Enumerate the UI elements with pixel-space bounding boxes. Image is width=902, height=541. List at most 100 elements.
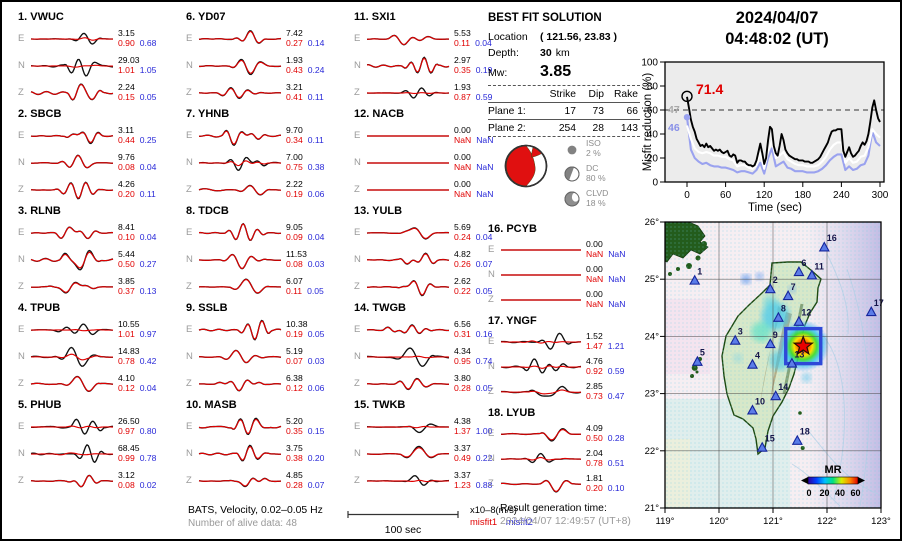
amplitude-value: 0.00 bbox=[586, 238, 603, 249]
waveform-trace bbox=[30, 83, 114, 101]
trace-row-n: N 2.97 0.35 0.19 bbox=[354, 52, 506, 79]
station-triangle-14 bbox=[770, 390, 782, 401]
amplitude-value: 68.45 bbox=[118, 442, 140, 453]
observed-trace bbox=[366, 422, 450, 433]
waveform-trace bbox=[366, 226, 450, 240]
waveform-trace bbox=[30, 418, 114, 435]
x-tick-label: 240 bbox=[833, 190, 850, 201]
best-fit-title: BEST FIT SOLUTION bbox=[488, 12, 602, 24]
trace-row-z: Z 3.37 1.23 0.88 bbox=[354, 467, 506, 494]
misfit2-value: 0.11 bbox=[307, 134, 324, 145]
synthetic-trace bbox=[30, 226, 114, 239]
amplitude-value: 4.76 bbox=[586, 355, 603, 366]
trace-row-z: Z 3.80 0.28 0.05 bbox=[354, 370, 506, 397]
trace-values: 3.37 1.23 0.88 bbox=[451, 470, 492, 490]
trace-row-n: N 0.00 NaN NaN bbox=[488, 262, 646, 287]
y-tick-label: 40 bbox=[647, 130, 659, 141]
trace-row-z: Z 6.38 0.12 0.06 bbox=[186, 370, 338, 397]
waveform-trace bbox=[30, 346, 114, 367]
station-name: 9. SSLB bbox=[186, 302, 228, 314]
misfit2-value: 0.42 bbox=[139, 355, 157, 366]
synthetic-trace bbox=[31, 425, 114, 428]
misfit1-value: 0.12 bbox=[118, 382, 135, 393]
best-fit-solution-panel: BEST FIT SOLUTION Location ( 121.56, 23.… bbox=[488, 12, 646, 207]
amplitude-value: 2.62 bbox=[454, 275, 471, 286]
station-number-label: 11 bbox=[814, 261, 824, 271]
trace-row-n: N 7.00 0.75 0.38 bbox=[186, 149, 338, 176]
misfit1-value: 0.97 bbox=[118, 425, 135, 436]
station-block: 2. SBCB E 3.11 0.44 0.25 N 9.76 0.08 0.04 Z 4.26 0.… bbox=[18, 107, 170, 204]
y-tick-label: 60 bbox=[647, 106, 659, 117]
amplitude-value: 29.03 bbox=[118, 54, 140, 65]
component-label: E bbox=[488, 428, 495, 439]
y-tick-label: 80 bbox=[647, 82, 659, 93]
station-triangle-17 bbox=[865, 306, 877, 317]
misfit2-value: 0.05 bbox=[475, 285, 493, 296]
station-block: 12. NACB E 0.00 NaN NaN N 0.00 NaN NaN Z 0.00 NaN Na… bbox=[354, 107, 506, 204]
waveform-trace bbox=[30, 181, 114, 199]
component-label: E bbox=[354, 130, 361, 141]
station-block: 4. TPUB E 10.55 1.01 0.97 N 14.83 0.78 0.42 Z 4.10… bbox=[18, 301, 170, 398]
misfit1-value: NaN bbox=[454, 161, 472, 172]
trace-row-e: E 3.15 0.90 0.68 bbox=[18, 25, 170, 52]
amplitude-value: 2.85 bbox=[586, 380, 603, 391]
station-triangle-5 bbox=[691, 355, 703, 366]
synthetic-trace bbox=[30, 131, 114, 143]
trace-row-z: Z 3.12 0.08 0.02 bbox=[18, 467, 170, 494]
misfit1-value: NaN bbox=[454, 134, 472, 145]
waveform-trace bbox=[367, 161, 449, 164]
waveform-trace bbox=[501, 248, 581, 251]
trace-row-e: E 7.42 0.27 0.14 bbox=[186, 25, 338, 52]
station-block: 9. SSLB E 10.38 0.19 0.05 N 5.19 0.07 0.03 Z 6.38 0… bbox=[186, 301, 338, 398]
station-name: 16. PCYB bbox=[488, 223, 537, 235]
station-number-label: 3 bbox=[738, 326, 743, 336]
misfit1-value: NaN bbox=[454, 188, 472, 199]
trace-row-z: Z 2.85 0.73 0.47 bbox=[488, 379, 646, 404]
trace-values: 6.38 0.12 0.06 bbox=[283, 373, 324, 393]
component-label: Z bbox=[488, 294, 494, 305]
waveform-trace bbox=[366, 252, 450, 265]
component-label: E bbox=[186, 227, 193, 238]
station-number-label: 15 bbox=[765, 433, 775, 443]
misfit2-value: 0.13 bbox=[139, 285, 157, 296]
trace-row-z: Z 0.00 NaN NaN bbox=[354, 176, 506, 203]
observed-trace bbox=[500, 357, 582, 373]
synthetic-trace bbox=[31, 328, 114, 331]
station-block: 17. YNGF E 1.52 1.47 1.21 N 4.76 0.92 0.59 Z 2.85 0… bbox=[488, 314, 646, 406]
component-label: N bbox=[18, 351, 25, 362]
trace-values: 7.00 0.75 0.38 bbox=[283, 152, 324, 172]
waveform-trace bbox=[366, 422, 450, 433]
map-lon-label: 119° bbox=[656, 516, 675, 527]
scale-bar-line bbox=[347, 511, 459, 518]
trace-values: 3.80 0.28 0.05 bbox=[451, 373, 492, 393]
trace-values: 4.34 0.95 0.74 bbox=[451, 346, 492, 366]
component-label: N bbox=[354, 60, 361, 71]
misfit2-value: 0.04 bbox=[139, 382, 157, 393]
synthetic-trace bbox=[366, 446, 450, 458]
synthetic-trace bbox=[198, 130, 282, 145]
waveform-trace bbox=[30, 58, 114, 77]
component-label: N bbox=[354, 351, 361, 362]
amplitude-value: 9.05 bbox=[286, 221, 303, 232]
waveform-trace bbox=[366, 34, 450, 45]
plane2-rake: 143 bbox=[620, 122, 638, 134]
component-label: N bbox=[186, 448, 193, 459]
misfit1-value: 0.24 bbox=[454, 231, 471, 242]
misfit2-value: 0.06 bbox=[307, 188, 325, 199]
trace-values: 0.00 NaN NaN bbox=[451, 152, 493, 172]
amplitude-value: 9.76 bbox=[118, 151, 135, 162]
waveform-trace bbox=[367, 134, 449, 137]
misfit2-value: 0.28 bbox=[607, 432, 625, 443]
station-triangle-7 bbox=[782, 290, 794, 301]
trace-row-e: E 5.20 0.35 0.15 bbox=[186, 413, 338, 440]
waveform-trace bbox=[198, 319, 282, 340]
map-lat-label: 21° bbox=[645, 503, 660, 514]
trace-values: 6.56 0.31 0.16 bbox=[451, 319, 492, 339]
misfit2-value: 0.24 bbox=[307, 64, 325, 75]
misfit2-value: 1.21 bbox=[607, 340, 625, 351]
synthetic-trace bbox=[30, 154, 114, 168]
misfit2-value: NaN bbox=[608, 248, 626, 259]
component-label: E bbox=[186, 33, 193, 44]
trace-values: 2.62 0.22 0.05 bbox=[451, 275, 493, 296]
